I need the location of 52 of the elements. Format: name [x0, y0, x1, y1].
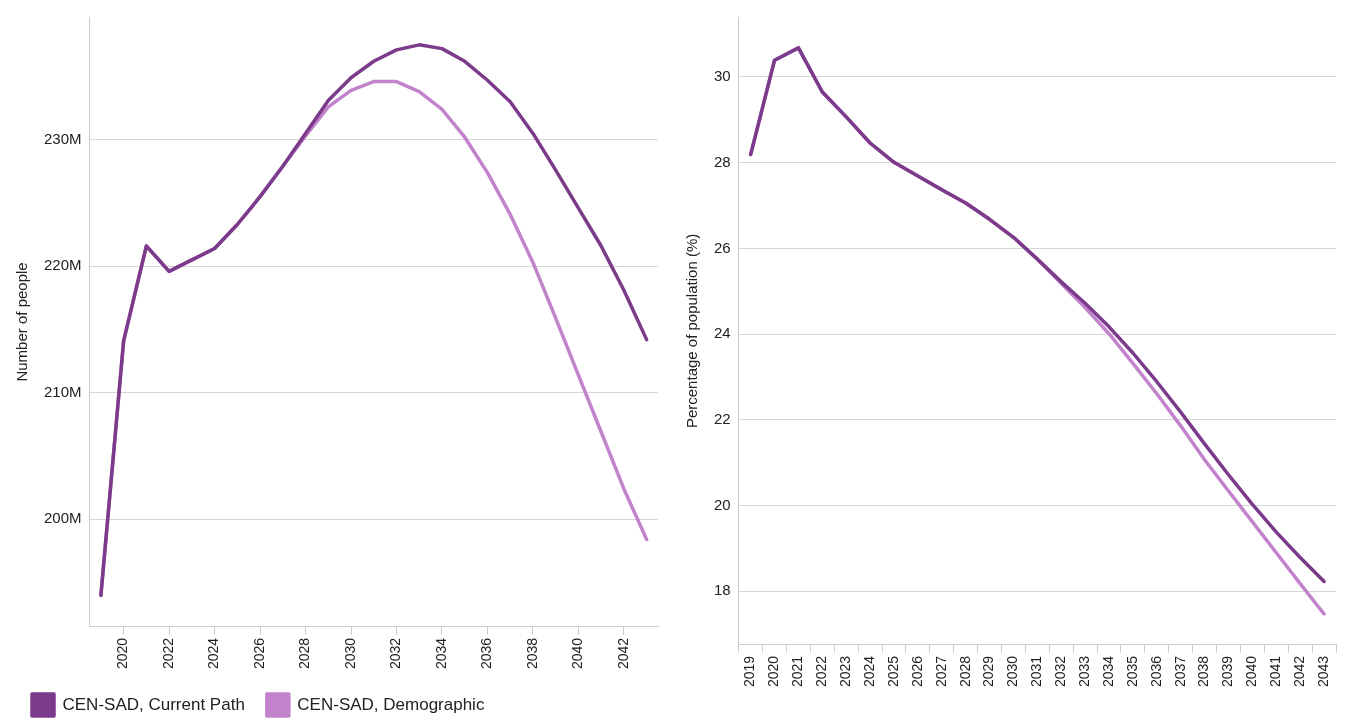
x-tick-label: 2034 — [432, 637, 449, 670]
legend-label: CEN-SAD, Current Path — [62, 694, 245, 714]
x-tick-label: 2034 — [1099, 655, 1116, 688]
x-tick-label: 2041 — [1267, 655, 1284, 688]
y-tick-label: 26 — [714, 238, 731, 256]
x-tick-label: 2037 — [1171, 655, 1188, 688]
x-tick-label: 2023 — [837, 655, 854, 688]
y-tick-label: 22 — [714, 410, 731, 427]
x-tick-label: 2043 — [1314, 655, 1331, 688]
x-tick-label: 2035 — [1123, 655, 1140, 688]
x-tick-label: 2029 — [980, 655, 997, 688]
y-tick-label: 18 — [714, 581, 731, 599]
x-tick-label: 2021 — [789, 655, 806, 688]
y-tick-label: 200M — [43, 509, 82, 527]
y-tick-label: 24 — [714, 324, 731, 342]
x-tick-label: 2026 — [250, 637, 267, 670]
x-tick-label: 2025 — [884, 655, 901, 688]
x-tick-label: 2039 — [1219, 655, 1236, 688]
x-tick-label: 2026 — [908, 655, 925, 688]
x-tick-label: 2031 — [1028, 655, 1045, 688]
x-tick-label: 2028 — [956, 655, 973, 688]
x-tick-label: 2032 — [387, 637, 404, 670]
x-tick-label: 2038 — [1195, 655, 1212, 688]
x-tick-label: 2024 — [205, 637, 222, 670]
x-tick-label: 2030 — [341, 637, 358, 670]
x-tick-label: 2036 — [1147, 655, 1164, 688]
x-tick-label: 2030 — [1004, 655, 1021, 688]
x-tick-label: 2028 — [296, 637, 313, 670]
x-tick-label: 2038 — [523, 637, 540, 670]
x-tick-label: 2024 — [860, 655, 877, 688]
y-tick-label: 210M — [43, 382, 82, 400]
x-tick-label: 2022 — [813, 655, 830, 688]
y-axis-title: Percentage of population (%) — [683, 233, 701, 429]
x-tick-label: 2020 — [765, 655, 782, 688]
x-tick-label: 2019 — [741, 655, 758, 688]
y-tick-label: 220M — [43, 256, 82, 274]
y-tick-label: 230M — [43, 129, 82, 147]
x-tick-label: 2036 — [478, 637, 495, 670]
x-tick-label: 2027 — [932, 655, 949, 688]
y-tick-label: 20 — [714, 495, 731, 513]
y-tick-label: 28 — [714, 152, 731, 170]
x-tick-label: 2032 — [1052, 655, 1069, 688]
x-tick-label: 2040 — [569, 637, 586, 670]
x-tick-label: 2042 — [1291, 655, 1308, 688]
x-tick-label: 2033 — [1075, 655, 1092, 688]
x-tick-label: 2042 — [614, 637, 631, 670]
legend-label: CEN-SAD, Demographic — [297, 694, 485, 714]
y-tick-label: 30 — [714, 67, 731, 85]
y-axis-title: Number of people — [13, 262, 31, 382]
x-tick-label: 2020 — [114, 637, 131, 670]
x-tick-label: 2040 — [1243, 655, 1260, 688]
x-tick-label: 2022 — [159, 637, 176, 670]
